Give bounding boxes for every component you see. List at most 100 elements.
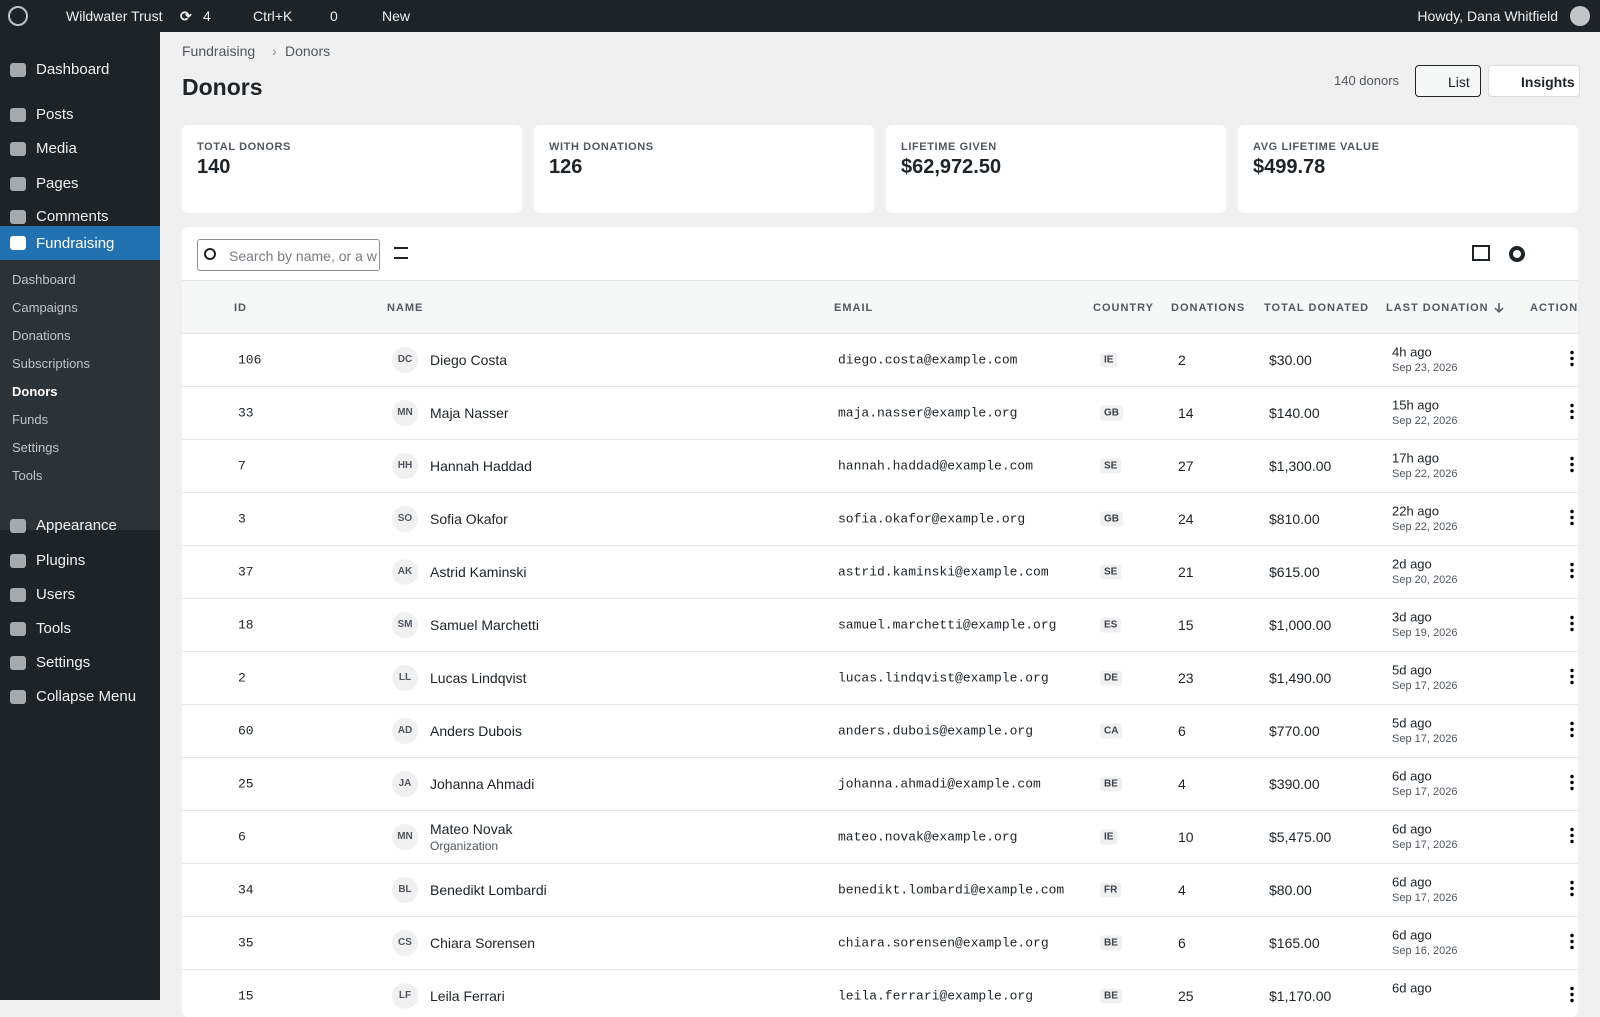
menu-item[interactable]: Appearance <box>36 517 117 534</box>
settings[interactable] <box>1509 246 1525 262</box>
submenu-item[interactable]: Donors <box>12 384 58 399</box>
donor-name[interactable]: Diego Costa <box>430 352 508 368</box>
donor-name[interactable]: Anders Dubois <box>430 723 522 739</box>
table-row[interactable]: 6 MN Mateo Novak Organization mateo.novak@ex… <box>182 810 1578 863</box>
column-header[interactable]: LAST DONATION <box>1386 302 1489 314</box>
menu-item[interactable]: Pages <box>36 175 79 192</box>
donor-name[interactable]: Astrid Kaminski <box>430 564 527 580</box>
menu-item[interactable]: Collapse Menu <box>36 688 137 705</box>
table-row[interactable]: 37 AK Astrid Kaminski astrid.kaminski@examp… <box>182 545 1578 598</box>
submenu-item[interactable]: Campaigns <box>12 300 78 315</box>
menu-item[interactable]: Settings <box>36 654 91 671</box>
menu-icon <box>10 63 26 77</box>
updates[interactable]: 4 <box>203 8 211 24</box>
donor-name[interactable]: Leila Ferrari <box>430 988 505 1004</box>
menu-icon <box>10 177 26 191</box>
table-row[interactable]: 106 DC Diego Costa diego.costa@example.com I… <box>182 333 1578 386</box>
menu-item[interactable]: Users <box>36 586 76 603</box>
column-header[interactable]: COUNTRY <box>1093 302 1154 314</box>
column-header[interactable]: NAME <box>387 302 424 314</box>
menu-item[interactable]: Fundraising <box>36 235 115 252</box>
menu-item[interactable]: Dashboard <box>36 61 110 78</box>
donor-name[interactable]: Johanna Ahmadi <box>430 776 535 792</box>
row-actions[interactable] <box>1570 880 1574 900</box>
table-row[interactable]: 2 LL Lucas Lindqvist lucas.lindqvist@exampl… <box>182 651 1578 704</box>
avatar: MN <box>392 824 418 850</box>
row-actions[interactable] <box>1570 774 1574 794</box>
donor-name[interactable]: Chiara Sorensen <box>430 935 536 951</box>
menu-item[interactable]: Plugins <box>36 552 86 569</box>
column-header[interactable]: EMAIL <box>834 302 874 314</box>
row-actions[interactable] <box>1570 562 1574 582</box>
submenu-item[interactable]: Subscriptions <box>12 356 91 371</box>
donations: 27 <box>1178 458 1194 474</box>
new[interactable]: New <box>382 8 411 24</box>
table-row[interactable]: 3 SO Sofia Okafor sofia.okafor@example.org G… <box>182 492 1578 545</box>
site-name[interactable]: Wildwater Trust <box>66 8 163 24</box>
donor-name[interactable]: Mateo Novak <box>430 821 513 837</box>
table-row[interactable]: 18 SM Samuel Marchetti samuel.marchetti@exa… <box>182 598 1578 651</box>
row-actions[interactable] <box>1570 509 1574 529</box>
table-row[interactable]: 35 CS Chiara Sorensen chiara.sorensen@examp… <box>182 916 1578 969</box>
table-row[interactable]: 15 LF Leila Ferrari leila.ferrari@example.o… <box>182 969 1578 1017</box>
main: Fundraising › Donors Donors 140 donors L… <box>160 32 1600 1017</box>
country: DE <box>1100 670 1122 686</box>
menu-icon <box>10 142 26 156</box>
email: johanna.ahmadi@example.com <box>838 776 1041 792</box>
table-row[interactable]: 34 BL Benedikt Lombardi benedikt.lombardi@e… <box>182 863 1578 916</box>
table-row[interactable]: 60 AD Anders Dubois anders.dubois@example.o… <box>182 704 1578 757</box>
table-row[interactable]: 7 HH Hannah Haddad hannah.haddad@example.co… <box>182 439 1578 492</box>
submenu-item[interactable]: Dashboard <box>12 272 76 287</box>
table-row[interactable]: 33 MN Maja Nasser maja.nasser@example.org GB… <box>182 386 1578 439</box>
table-row[interactable]: 25 JA Johanna Ahmadi johanna.ahmadi@example… <box>182 757 1578 810</box>
donor-id: 18 <box>238 617 254 633</box>
menu-icon <box>10 554 26 568</box>
row-actions[interactable] <box>1570 986 1574 1006</box>
country: GB <box>1100 405 1123 421</box>
submenu-item[interactable]: Settings <box>12 440 59 455</box>
filter-button[interactable] <box>394 247 408 259</box>
donor-name[interactable]: Benedikt Lombardi <box>430 882 547 898</box>
row-actions[interactable] <box>1570 456 1574 476</box>
avatar[interactable] <box>1570 6 1590 26</box>
last-ago: 6d ago <box>1392 821 1432 837</box>
submenu-item[interactable]: Funds <box>12 412 49 427</box>
submenu-item[interactable]: Donations <box>12 328 71 343</box>
menu-item[interactable]: Tools <box>36 620 72 637</box>
wp-logo[interactable] <box>8 6 28 26</box>
breadcrumb[interactable]: Fundraising <box>182 43 256 59</box>
last-date: Sep 19, 2026 <box>1392 627 1458 639</box>
row-actions[interactable] <box>1570 615 1574 635</box>
last-ago: 6d ago <box>1392 980 1432 996</box>
submenu-item[interactable]: Tools <box>12 468 43 483</box>
table-view[interactable] <box>1472 245 1490 261</box>
email: samuel.marchetti@example.org <box>838 617 1057 633</box>
last-ago: 5d ago <box>1392 715 1432 731</box>
row-actions[interactable] <box>1570 827 1574 847</box>
row-actions[interactable] <box>1570 721 1574 741</box>
search-input[interactable]: Search by name, or a w <box>197 239 380 271</box>
email: leila.ferrari@example.org <box>838 988 1034 1004</box>
column-header[interactable]: TOTAL DONATED <box>1264 302 1370 314</box>
search[interactable]: Ctrl+K <box>253 8 293 24</box>
email: lucas.lindqvist@example.org <box>838 670 1049 686</box>
insights-button[interactable]: Insights <box>1488 65 1580 97</box>
row-actions[interactable] <box>1570 668 1574 688</box>
row-actions[interactable] <box>1570 933 1574 953</box>
total-donated: $390.00 <box>1269 776 1320 792</box>
menu-item[interactable]: Comments <box>36 208 109 225</box>
donor-name[interactable]: Maja Nasser <box>430 405 509 421</box>
row-actions[interactable] <box>1570 403 1574 423</box>
row-actions[interactable] <box>1570 350 1574 370</box>
donor-name[interactable]: Samuel Marchetti <box>430 617 539 633</box>
menu-item[interactable]: Posts <box>36 106 74 123</box>
greeting[interactable]: Howdy, Dana Whitfield <box>1417 8 1558 24</box>
column-header[interactable]: DONATIONS <box>1171 302 1246 314</box>
donor-name[interactable]: Sofia Okafor <box>430 511 508 527</box>
menu-item[interactable]: Media <box>36 140 77 157</box>
donor-name[interactable]: Hannah Haddad <box>430 458 532 474</box>
list-button[interactable]: List <box>1415 65 1481 97</box>
donor-name[interactable]: Lucas Lindqvist <box>430 670 527 686</box>
stat-value: 126 <box>549 156 583 178</box>
comments[interactable]: 0 <box>330 8 338 24</box>
